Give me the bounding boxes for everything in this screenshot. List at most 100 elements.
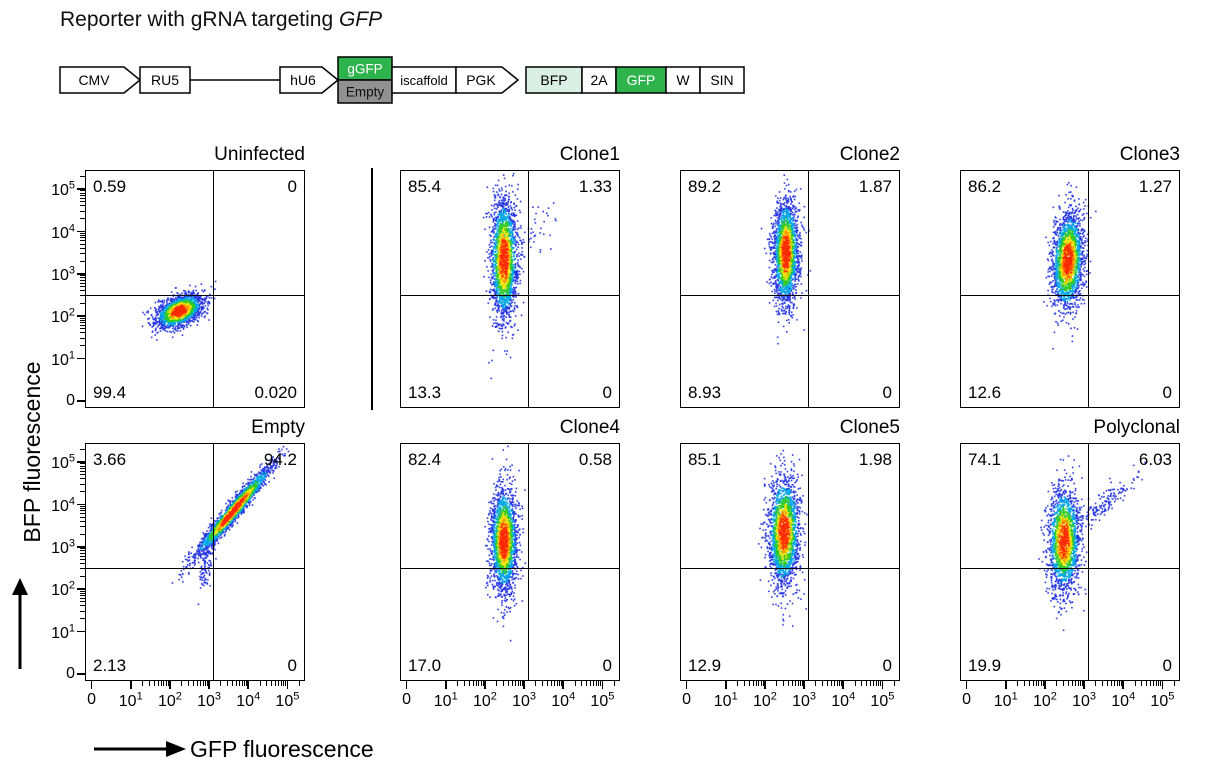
x-axis-minor-tick (830, 681, 832, 686)
x-axis-minor-tick (472, 681, 474, 686)
x-axis-minor-tick (1118, 681, 1120, 686)
y-axis-minor-tick (80, 508, 85, 509)
x-axis-minor-tick (521, 681, 523, 686)
x-axis-major-tick (562, 681, 564, 689)
x-axis-minor-tick (204, 681, 206, 686)
x-axis-minor-tick (1120, 681, 1122, 686)
x-axis-minor-tick (517, 681, 519, 686)
x-axis-minor-tick (227, 681, 229, 686)
x-axis-minor-tick (514, 681, 516, 686)
figure-title: Reporter with gRNA targeting GFP (60, 8, 382, 32)
quadrant-percent-upper-left: 74.1 (968, 450, 1002, 469)
y-axis-minor-tick (80, 218, 85, 220)
x-axis-minor-tick (815, 681, 817, 686)
x-axis-tick-label: 101 (713, 691, 738, 711)
scatter-canvas-polyclonal (961, 444, 1178, 679)
quadrant-percent-upper-right: 1.27 (1138, 177, 1172, 196)
gate-vertical-line (1087, 444, 1090, 680)
construct-element-label: PGK (466, 72, 496, 88)
x-axis-major-tick (725, 681, 727, 689)
x-axis-minor-tick (1155, 681, 1157, 686)
construct-diagram: CMV RU5 hU6 gGFP Empty iscaffold PGK BFP 2A GFP W S… (59, 56, 745, 104)
x-axis-major-tick (445, 681, 447, 689)
quadrant-percent-upper-left: 85.1 (688, 450, 722, 469)
x-axis-minor-tick (873, 681, 875, 686)
x-axis-tick-label: 102 (1032, 691, 1057, 711)
y-axis-major-tick (77, 400, 85, 402)
y-axis-minor-tick (80, 465, 85, 467)
y-axis-minor-tick (80, 260, 85, 262)
x-axis-minor-tick (1042, 681, 1044, 686)
x-axis-tick-label: 105 (275, 691, 300, 711)
x-axis-minor-tick (503, 681, 505, 686)
y-axis-major-tick (77, 188, 85, 190)
y-axis-minor-tick (80, 513, 85, 515)
x-axis-tick-label: 0 (87, 691, 97, 708)
y-axis-major-tick (77, 230, 85, 233)
x-axis-minor-tick (834, 681, 836, 686)
y-axis-minor-tick (80, 563, 85, 565)
quadrant-percent-lower-left: 8.93 (688, 383, 722, 402)
y-axis-major-tick (77, 588, 85, 590)
y-axis-minor-tick (80, 253, 85, 255)
gate-horizontal-line (401, 294, 619, 297)
x-axis-tick-label: 105 (870, 691, 895, 711)
x-axis-minor-tick (271, 681, 273, 686)
x-axis-minor-tick (1040, 681, 1042, 686)
y-axis-minor-tick (80, 243, 85, 245)
y-axis-minor-tick (80, 610, 85, 612)
x-axis-minor-tick (167, 681, 169, 686)
x-axis-minor-tick (206, 681, 208, 686)
x-axis-minor-tick (1102, 681, 1104, 686)
gate-vertical-line (527, 171, 530, 407)
x-axis-minor-tick (1150, 681, 1152, 686)
x-axis-major-tick (1044, 681, 1046, 689)
y-axis-minor-tick (80, 520, 85, 522)
construct-element-label: 2A (590, 72, 608, 88)
x-axis-minor-tick (482, 681, 484, 686)
x-axis-major-tick (1005, 681, 1007, 689)
x-axis-major-tick (523, 681, 525, 689)
x-axis-minor-tick (791, 681, 793, 686)
x-axis-major-tick (1161, 681, 1164, 689)
x-axis-minor-tick (196, 681, 198, 686)
x-axis-minor-tick (1081, 681, 1083, 686)
y-axis-minor-tick (80, 275, 85, 277)
y-axis-minor-tick (80, 552, 85, 554)
y-axis-major-tick (77, 673, 85, 675)
quadrant-percent-lower-left: 12.9 (688, 656, 722, 675)
quadrant-percent-upper-left: 0.59 (93, 177, 127, 196)
y-axis-tick-label: 104 (51, 222, 75, 242)
y-axis-minor-tick (80, 592, 85, 594)
y-axis-minor-tick (80, 595, 85, 597)
promoter-arrow-shape (455, 66, 520, 94)
x-axis-tick-label: 0 (962, 691, 972, 708)
x-axis-major-tick (965, 681, 968, 689)
y-axis-minor-tick (80, 192, 85, 194)
y-axis-tick-label: 101 (51, 622, 75, 642)
y-axis-minor-tick (80, 510, 85, 512)
construct-box (525, 66, 583, 94)
x-axis-minor-tick (1134, 681, 1136, 686)
x-axis-minor-tick (148, 681, 150, 686)
y-axis-tick-label: 0 (66, 391, 75, 409)
x-axis-minor-tick (153, 681, 155, 686)
y-axis-minor-tick (80, 448, 85, 450)
y-axis-minor-tick (80, 279, 85, 281)
y-axis-minor-tick (80, 175, 85, 177)
x-axis-minor-tick (1079, 681, 1081, 686)
y-axis-major-tick (77, 546, 85, 548)
x-axis-minor-tick (840, 681, 842, 686)
quadrant-percent-upper-left: 86.2 (968, 177, 1002, 196)
y-axis-minor-tick (80, 197, 85, 199)
y-axis-major-tick (77, 357, 85, 360)
x-axis-minor-tick (586, 681, 588, 686)
y-axis-minor-tick (80, 590, 85, 592)
quadrant-percent-lower-right: 0 (602, 383, 612, 402)
x-axis-minor-tick (278, 681, 280, 686)
x-axis-minor-tick (1023, 681, 1025, 686)
x-axis-tick-label: 0 (402, 691, 412, 708)
x-axis-tick-label: 102 (752, 691, 777, 711)
x-axis-minor-tick (192, 681, 194, 686)
y-axis-minor-tick (80, 605, 85, 607)
